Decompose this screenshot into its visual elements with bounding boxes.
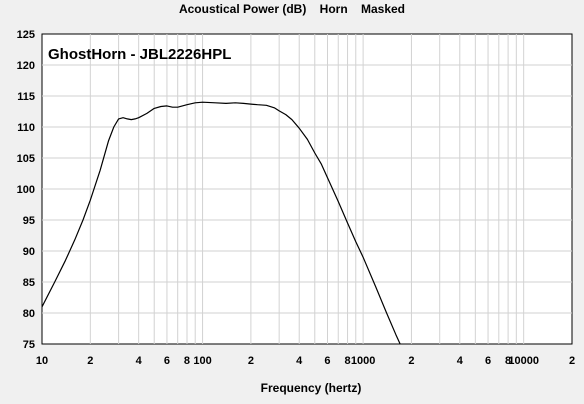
x-tick-label: 6 xyxy=(324,355,330,367)
x-tick-label: 1000 xyxy=(351,355,375,367)
x-tick-label: 2 xyxy=(87,355,93,367)
x-tick-label: 4 xyxy=(296,355,303,367)
y-tick-label: 85 xyxy=(23,277,35,289)
y-tick-label: 90 xyxy=(23,246,35,258)
y-tick-label: 120 xyxy=(17,60,35,72)
x-tick-label: 100 xyxy=(193,355,211,367)
series-group xyxy=(42,101,401,344)
y-tick-label: 105 xyxy=(17,153,35,165)
chart-annotation: GhostHorn - JBL2226HPL xyxy=(48,46,231,63)
x-tick-label: 8 xyxy=(344,355,350,367)
y-tick-label: 100 xyxy=(17,184,35,196)
y-tick-label: 110 xyxy=(17,122,35,134)
y-tick-label: 95 xyxy=(23,215,35,227)
x-tick-label: 4 xyxy=(136,355,143,367)
x-tick-label: 2 xyxy=(248,355,254,367)
y-tick-label: 80 xyxy=(23,308,35,320)
x-tick-label: 6 xyxy=(164,355,170,367)
x-tick-label: 8 xyxy=(184,355,190,367)
chart-title: Acoustical Power (dB) Horn Masked xyxy=(179,2,405,16)
grid-lines xyxy=(42,34,572,344)
x-axis-label: Frequency (hertz) xyxy=(261,381,362,395)
x-tick-label: 10000 xyxy=(508,355,539,367)
y-tick-label: 115 xyxy=(17,91,35,103)
x-tick-label: 10 xyxy=(36,355,48,367)
x-tick-label: 2 xyxy=(569,355,575,367)
series-line xyxy=(42,101,401,344)
x-tick-label: 8 xyxy=(505,355,511,367)
y-tick-labels: 125 120 115 110 105 100 95 90 85 80 75 xyxy=(17,29,35,351)
y-tick-label: 125 xyxy=(17,29,35,41)
y-tick-label: 75 xyxy=(23,339,35,351)
x-tick-label: 4 xyxy=(457,355,464,367)
x-tick-label: 2 xyxy=(408,355,414,367)
x-tick-label: 6 xyxy=(485,355,491,367)
